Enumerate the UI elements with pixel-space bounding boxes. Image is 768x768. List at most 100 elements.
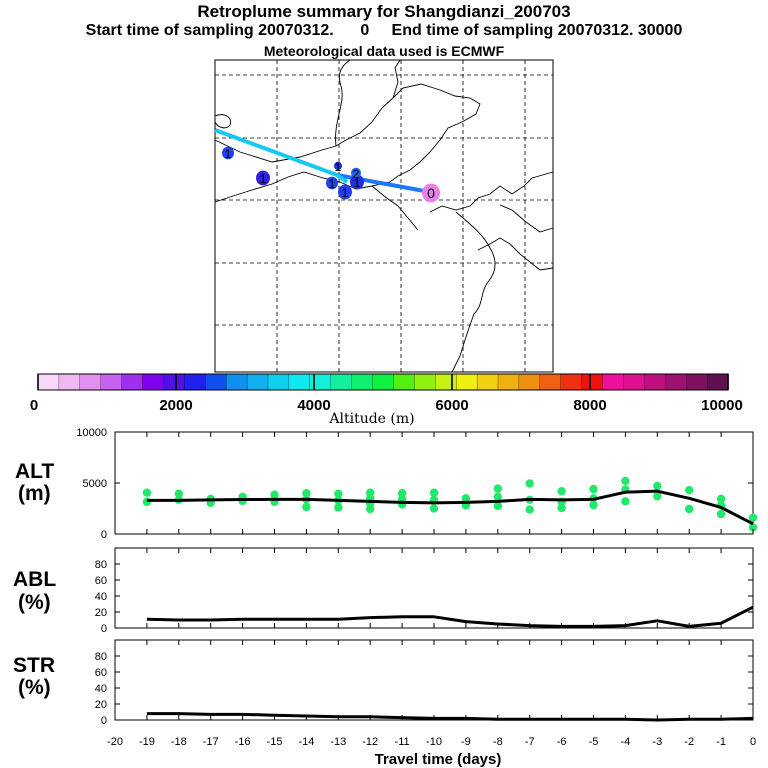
colorbar-cell <box>372 373 395 391</box>
plot-title: Retroplume summary for Shangdianzi_20070… <box>197 2 571 21</box>
x-tick-label: -10 <box>426 736 442 748</box>
str-line <box>146 712 754 722</box>
y-tick-label: 0 <box>101 623 107 635</box>
series-line <box>146 712 754 722</box>
colorbar-cell <box>288 373 311 391</box>
alt-scatter-point <box>621 497 630 506</box>
x-tick-label: -2 <box>684 736 694 748</box>
x-tick-label: -12 <box>362 736 378 748</box>
y-tick-label: 0 <box>101 715 107 727</box>
x-tick-label: -3 <box>652 736 662 748</box>
colorbar-cell <box>100 373 123 391</box>
alt-scatter-point <box>302 502 311 512</box>
map-marker <box>222 146 234 160</box>
x-tick-label: -20 <box>107 736 123 748</box>
alt-scatter-point <box>653 481 662 491</box>
colorbar-cell <box>330 373 353 391</box>
x-tick-label: -11 <box>395 736 410 748</box>
colorbar-tick-label: 10000 <box>701 397 743 414</box>
map-marker-label: 1 <box>329 177 336 191</box>
alt-scatter-point <box>429 504 439 513</box>
colorbar-cell <box>246 373 269 391</box>
x-tick-label: -16 <box>235 736 251 748</box>
map-marker-label: 1 <box>342 186 349 200</box>
y-tick-label: 80 <box>95 651 107 663</box>
x-axis-ticks: -20 -19 -18 -17 -16 -15 -14 -13 -12 -11 -10 -9 -8 -7-… <box>107 432 756 748</box>
map-marker <box>338 184 352 200</box>
colorbar-tick-label: 0 <box>30 397 38 414</box>
alt-scatter-point <box>429 488 439 497</box>
alt-scatter-point <box>589 500 598 510</box>
alt-scatter-point <box>493 492 502 501</box>
alt-scatter-point <box>525 505 534 514</box>
alt-scatter-point <box>270 490 279 499</box>
map-marker-label: 1 <box>225 147 232 161</box>
alt-scatter-point <box>461 494 471 503</box>
alt-panel: ALT (m) 10000 5000 0 <box>15 427 758 541</box>
y-tick-label: 40 <box>95 591 107 603</box>
series-line <box>146 605 754 628</box>
map-marker <box>422 183 440 203</box>
trajectory-line-join <box>335 173 349 184</box>
y-tick-label: 10000 <box>76 427 107 439</box>
trajectory-line-light <box>214 128 338 177</box>
colorbar-cell <box>79 373 102 391</box>
colorbar-cell <box>205 373 227 391</box>
map-marker-label: 1 <box>354 176 361 190</box>
y-tick-label: 60 <box>95 575 107 587</box>
colorbar-cell <box>581 373 604 391</box>
x-tick-label: -14 <box>298 736 314 748</box>
alt-scatter-point <box>748 523 758 532</box>
str-label: STR <box>13 654 55 677</box>
colorbar-cell <box>142 373 165 391</box>
y-tick-label: 20 <box>95 699 107 711</box>
map-marker <box>350 174 364 190</box>
colorbar-cell <box>497 373 520 391</box>
colorbar-cell <box>435 373 457 391</box>
y-tick-label: 20 <box>95 607 107 619</box>
alt-scatter-point <box>334 503 343 512</box>
colorbar-cell <box>184 373 206 391</box>
alt-scatter-point <box>716 509 726 519</box>
x-tick-label: -7 <box>525 736 535 748</box>
y-tick-label: 5000 <box>83 478 107 490</box>
colorbar-cell <box>163 373 186 391</box>
colorbar-tick-label: 4000 <box>297 397 330 414</box>
alt-median-line <box>146 489 754 526</box>
colorbar-cell <box>393 373 416 391</box>
map-marker-label: 2 <box>353 167 360 181</box>
colorbar-label: Altitude (m) <box>328 411 414 427</box>
map-marker-label: 0 <box>427 185 435 201</box>
map-marker-label: 1 <box>335 160 342 174</box>
map-gridlines <box>215 60 553 372</box>
colorbar-cells <box>37 373 729 391</box>
alt-scatter-point <box>557 503 566 513</box>
sampling-time-subtitle: Start time of sampling 20070312. 0 End t… <box>85 22 683 39</box>
abl-label: ABL <box>13 568 56 591</box>
alt-yticks: 10000 5000 0 <box>76 427 753 541</box>
alt-scatter-point <box>653 492 662 501</box>
x-tick-label: -1 <box>716 736 726 748</box>
colorbar-cell <box>476 373 499 391</box>
y-tick-label: 40 <box>95 683 107 695</box>
colorbar-cell <box>121 373 144 391</box>
y-tick-label: 0 <box>101 529 107 541</box>
alt-label: ALT <box>15 460 54 483</box>
alt-scatter-point <box>589 484 598 494</box>
abl-line <box>146 605 754 628</box>
series-line <box>146 489 754 526</box>
x-tick-label: -9 <box>461 736 471 748</box>
colorbar-cell <box>623 373 646 391</box>
colorbar-cell <box>351 373 374 391</box>
x-tick-label: -13 <box>330 736 346 748</box>
alt-scatter-point <box>716 494 726 504</box>
alt-scatter-point <box>685 485 694 495</box>
x-tick-label: -17 <box>203 736 219 748</box>
map-marker <box>351 167 361 179</box>
alt-scatter-point <box>748 513 758 522</box>
map-marker <box>326 176 338 190</box>
alt-scatter-point <box>685 504 694 514</box>
colorbar-cell <box>602 373 625 391</box>
